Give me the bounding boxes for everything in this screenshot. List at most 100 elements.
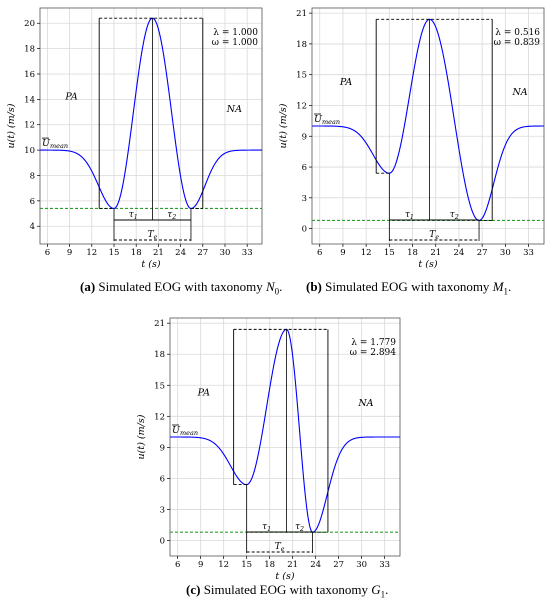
y-tick-label: 20 — [24, 19, 35, 29]
y-tick-label: 21 — [154, 319, 165, 329]
y-tick-label: 14 — [24, 95, 35, 105]
caption-b-label: (b) — [306, 279, 322, 294]
y-tick-label: 9 — [160, 443, 165, 453]
x-tick-label: 15 — [109, 248, 120, 258]
caption-a-sub: 0 — [274, 286, 280, 297]
tau1-label: τ1 — [129, 210, 138, 221]
y-tick-label: 18 — [154, 350, 165, 360]
omega-label: ω = 2.894 — [350, 348, 397, 358]
x-tick-label: 9 — [67, 248, 72, 258]
eog-curve — [40, 17, 262, 210]
x-tick-label: 6 — [45, 248, 50, 258]
te-label: Te — [429, 230, 439, 241]
x-tick-label: 21 — [153, 248, 164, 258]
y-tick-label: 3 — [160, 505, 165, 515]
chart-svg-a: 6 9 12 15 18 21 24 27 30 33 4 6 8 10 12 14 16 18 20 t (s) u(… — [6, 7, 263, 270]
y-tick-label: 4 — [30, 222, 35, 232]
y-tick-label: 9 — [302, 132, 307, 142]
x-tick-label: 12 — [218, 560, 229, 570]
y-tick-label: 15 — [154, 381, 165, 391]
y-tick-label: 18 — [24, 45, 35, 55]
y-axis-label: u(t) (m/s) — [6, 103, 17, 148]
lambda-label: λ = 0.516 — [495, 28, 540, 38]
eog-curve — [312, 18, 544, 221]
lambda-label: λ = 1.779 — [351, 338, 396, 348]
omega-label: ω = 0.839 — [494, 38, 541, 48]
mean-label: Umean — [172, 425, 198, 437]
na-label: NA — [511, 87, 527, 98]
x-tick-label: 6 — [175, 560, 180, 570]
chart-panel-c: 6 9 12 15 18 21 24 27 30 33 0 3 6 9 12 15 18 21 t (s) u(t) … — [130, 310, 406, 582]
x-tick-label: 24 — [454, 248, 465, 258]
caption-b-sub: 1 — [503, 286, 509, 297]
y-tick-label: 10 — [24, 146, 35, 156]
y-tick-label: 6 — [302, 163, 307, 173]
lambda-label: λ = 1.000 — [213, 28, 258, 38]
pa-label: PA — [64, 91, 78, 102]
chart-panel-b: 6 9 12 15 18 21 24 27 30 33 0 3 6 9 12 15 18 21 t (s) u(t) … — [274, 0, 550, 272]
y-tick-label: 6 — [160, 474, 165, 484]
pa-label: PA — [339, 77, 353, 88]
x-tick-label: 6 — [317, 248, 322, 258]
y-tick-label: 3 — [302, 194, 307, 204]
caption-a-label: (a) — [80, 279, 96, 294]
x-tick-label: 18 — [131, 248, 142, 258]
x-tick-label: 9 — [198, 560, 203, 570]
x-tick-label: 12 — [86, 248, 97, 258]
x-tick-label: 33 — [379, 560, 390, 570]
caption-a: (a) Simulated EOG with taxonomy N0. — [80, 279, 283, 297]
x-tick-label: 27 — [333, 560, 344, 570]
y-tick-label: 12 — [296, 101, 307, 111]
x-tick-label: 15 — [241, 560, 252, 570]
x-tick-label: 18 — [264, 560, 275, 570]
x-tick-label: 33 — [523, 248, 534, 258]
x-tick-label: 27 — [197, 248, 208, 258]
caption-c: (c) Simulated EOG with taxonomy G1. — [186, 582, 389, 600]
omega-label: ω = 1.000 — [212, 38, 259, 48]
na-label: NA — [357, 398, 373, 409]
x-tick-label: 30 — [356, 560, 367, 570]
y-tick-label: 15 — [296, 71, 307, 81]
eog-curve — [170, 328, 400, 533]
tau2-label: τ2 — [295, 522, 304, 533]
caption-c-sub: 1 — [380, 589, 386, 600]
x-tick-label: 30 — [220, 248, 231, 258]
y-tick-label: 0 — [302, 225, 307, 235]
te-label: Te — [148, 230, 158, 241]
y-axis-label: u(t) (m/s) — [136, 414, 147, 459]
x-tick-label: 9 — [340, 248, 345, 258]
x-tick-label: 12 — [361, 248, 372, 258]
mean-label: Umean — [42, 138, 68, 150]
y-axis-label: u(t) (m/s) — [278, 103, 289, 148]
mean-label: Umean — [314, 114, 340, 126]
te-label: Te — [275, 542, 285, 553]
caption-c-symbol: G — [371, 582, 381, 597]
tau1-label: τ1 — [262, 522, 271, 533]
x-tick-label: 21 — [287, 560, 298, 570]
y-tick-label: 16 — [24, 70, 35, 80]
caption-a-text: Simulated EOG with taxonomy — [98, 279, 263, 294]
x-axis-label: t (s) — [275, 571, 294, 582]
y-tick-label: 0 — [160, 536, 165, 546]
y-tick-label: 12 — [24, 121, 35, 131]
na-label: NA — [226, 104, 242, 115]
x-tick-label: 33 — [242, 248, 253, 258]
y-tick-label: 18 — [296, 40, 307, 50]
x-tick-label: 27 — [477, 248, 488, 258]
chart-panel-a: 6 9 12 15 18 21 24 27 30 33 4 6 8 10 12 14 16 18 20 t (s) u(… — [0, 0, 270, 272]
x-tick-label: 15 — [384, 248, 395, 258]
x-tick-label: 30 — [500, 248, 511, 258]
x-tick-label: 24 — [175, 248, 186, 258]
caption-c-text: Simulated EOG with taxonomy — [203, 582, 368, 597]
tau1-label: τ1 — [405, 210, 414, 221]
caption-b: (b) Simulated EOG with taxonomy M1. — [306, 279, 512, 297]
x-axis-label: t (s) — [418, 259, 437, 270]
y-tick-label: 12 — [154, 412, 165, 422]
tau2-label: τ2 — [167, 210, 176, 221]
x-tick-label: 24 — [310, 560, 321, 570]
pa-label: PA — [197, 388, 211, 399]
caption-b-symbol: M — [492, 279, 504, 294]
x-axis-label: t (s) — [141, 259, 160, 270]
